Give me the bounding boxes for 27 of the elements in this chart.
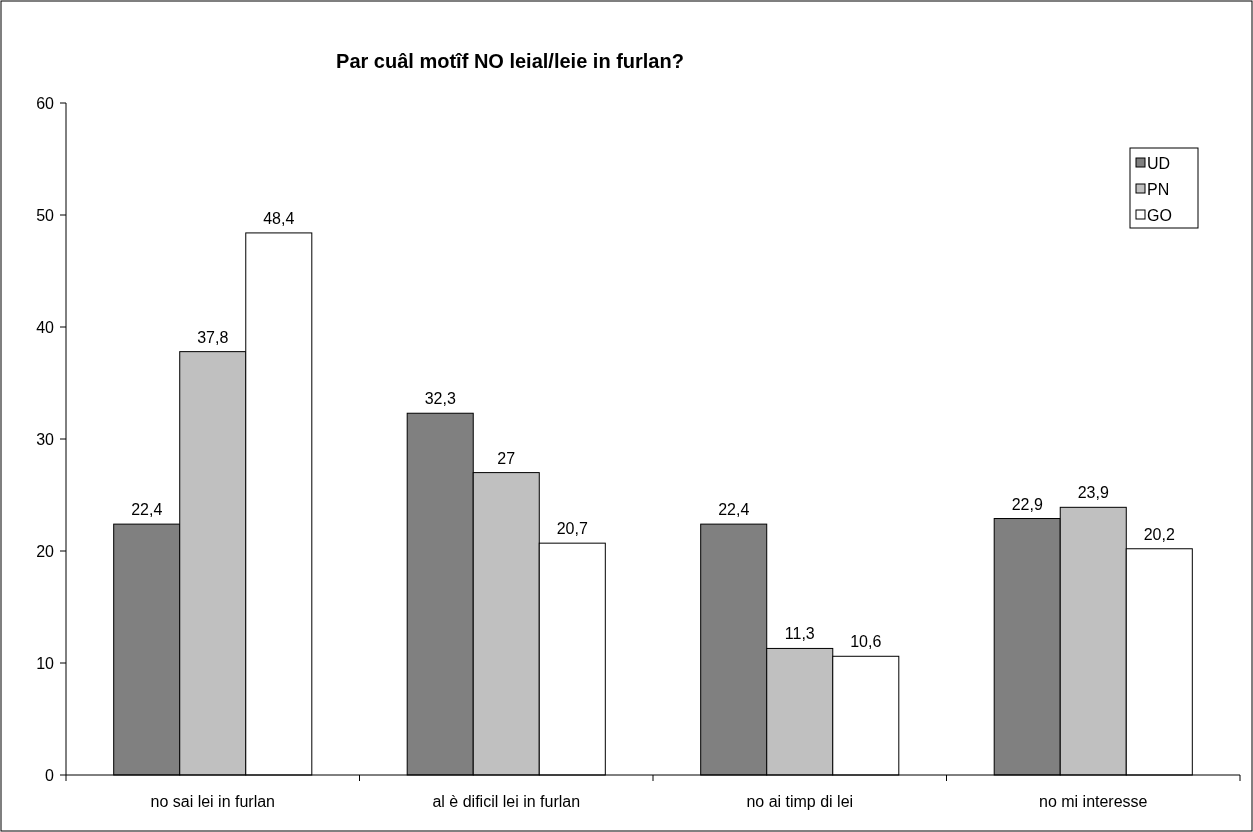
data-label: 10,6 xyxy=(850,633,882,651)
x-tick-label: no ai timp di lei xyxy=(746,793,854,810)
x-tick-label: al è dificil lei in furlan xyxy=(432,793,581,810)
chart-title: Par cuâl motîf NO leial/leie in furlan? xyxy=(336,50,684,72)
data-label: 48,4 xyxy=(263,209,295,227)
x-tick-label: no mi interesse xyxy=(1039,793,1148,810)
data-label: 20,7 xyxy=(556,520,588,538)
y-tick-label: 20 xyxy=(36,542,55,560)
data-label: 11,3 xyxy=(784,625,815,643)
y-tick-label: 40 xyxy=(36,318,55,336)
data-label: 32,3 xyxy=(424,390,456,408)
y-tick-label: 30 xyxy=(36,430,55,448)
data-label: 22,4 xyxy=(718,501,750,519)
x-tick-label: no sai lei in furlan xyxy=(150,793,276,810)
data-label: 22,9 xyxy=(1011,495,1043,513)
data-label: 27 xyxy=(497,449,516,467)
data-label: 23,9 xyxy=(1077,484,1109,502)
legend-label: UD xyxy=(1147,154,1171,172)
legend-label: GO xyxy=(1147,206,1172,224)
y-tick-label: 50 xyxy=(36,206,55,224)
data-label: 37,8 xyxy=(197,328,229,346)
data-label: 22,4 xyxy=(131,501,163,519)
legend-label: PN xyxy=(1147,180,1170,198)
y-tick-label: 10 xyxy=(36,654,55,672)
y-tick-label: 0 xyxy=(45,766,55,784)
y-tick-label: 60 xyxy=(36,94,55,112)
data-label: 20,2 xyxy=(1143,525,1175,543)
